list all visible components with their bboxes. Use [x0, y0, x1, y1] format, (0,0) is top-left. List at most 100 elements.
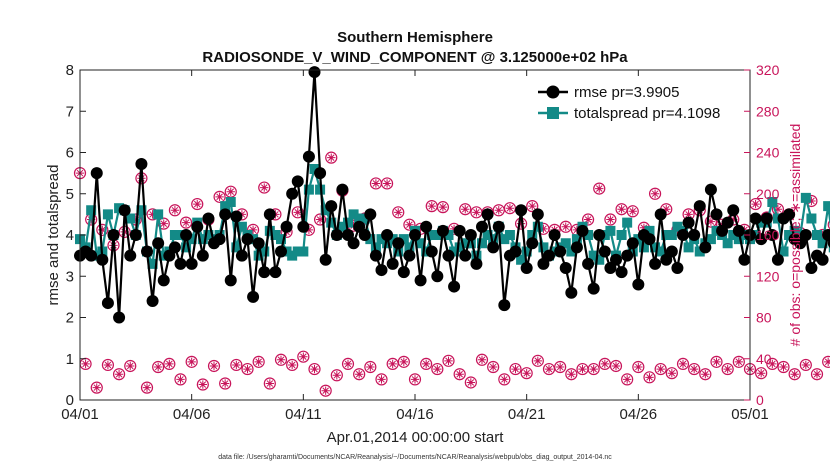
- rmse-point: [358, 229, 371, 241]
- obs-assimilated-point: [751, 199, 760, 209]
- obs-possible-point: [325, 151, 338, 164]
- rmse-point: [593, 229, 606, 241]
- rmse-point: [755, 233, 768, 246]
- legend-rmse-marker: [546, 85, 560, 99]
- obs-possible-point: [397, 355, 410, 368]
- totalspread-point: [471, 250, 482, 261]
- obs-assimilated-point: [528, 201, 537, 211]
- obs-possible-point: [464, 376, 477, 389]
- obs-possible-point: [710, 355, 723, 368]
- rmse-point: [347, 237, 360, 250]
- totalspread-point: [655, 246, 666, 257]
- rmse-point: [565, 286, 578, 299]
- legend-rmse-label: rmse pr=3.9905: [574, 84, 679, 101]
- rmse-point: [375, 264, 388, 277]
- obs-possible-point: [459, 203, 472, 216]
- obs-possible-point: [230, 358, 243, 372]
- y-right-tick-label: 0: [756, 392, 764, 408]
- obs-assimilated-point: [488, 362, 498, 372]
- totalspread-point: [650, 242, 661, 253]
- obs-assimilated-point: [153, 362, 163, 372]
- rmse-point: [693, 200, 706, 213]
- totalspread-point: [823, 201, 830, 212]
- y-tick-label: 2: [66, 310, 74, 327]
- rmse-point: [610, 253, 622, 266]
- obs-assimilated-point: [494, 206, 503, 215]
- obs-possible-point: [330, 369, 343, 382]
- obs-assimilated-point: [617, 205, 626, 214]
- totalspread-point: [303, 184, 314, 195]
- obs-assimilated-point: [539, 224, 548, 234]
- rmse-point: [727, 204, 740, 217]
- rmse-point: [554, 245, 567, 258]
- totalspread-point: [337, 221, 348, 232]
- x-tick-label: 04/01: [61, 406, 99, 423]
- obs-assimilated-point: [595, 184, 604, 193]
- totalspread-point: [320, 205, 331, 216]
- totalspread-point: [365, 234, 376, 245]
- totalspread-point: [449, 246, 460, 257]
- obs-possible-point: [420, 357, 433, 371]
- obs-assimilated-point: [126, 361, 135, 371]
- totalspread-point: [733, 234, 744, 245]
- obs-assimilated-point: [622, 375, 632, 384]
- obs-possible-point: [766, 357, 779, 371]
- rmse-point: [297, 220, 310, 233]
- obs-assimilated-point: [522, 368, 531, 378]
- obs-assimilated-point: [561, 222, 570, 231]
- obs-possible-point: [90, 381, 103, 394]
- totalspread-point: [672, 221, 683, 232]
- totalspread-point: [638, 242, 649, 253]
- obs-assimilated-point: [461, 205, 470, 214]
- rmse-point: [252, 237, 265, 250]
- obs-assimilated-point: [807, 196, 816, 206]
- obs-possible-point: [163, 357, 176, 371]
- totalspread-point: [594, 254, 605, 265]
- obs-possible-point: [688, 362, 701, 376]
- rmse-point: [219, 208, 232, 221]
- obs-possible-point: [526, 200, 539, 213]
- obs-possible-point: [213, 190, 226, 203]
- obs-assimilated-point: [103, 360, 113, 370]
- obs-possible-point: [581, 213, 595, 226]
- obs-assimilated-point: [600, 359, 610, 369]
- totalspread-point: [605, 225, 616, 236]
- x-axis-label: Apr.01,2014 00:00:00 start: [327, 429, 505, 446]
- totalspread-point: [309, 164, 320, 174]
- obs-possible-point: [431, 362, 444, 376]
- totalspread-point: [465, 238, 476, 249]
- obs-possible-point: [604, 213, 617, 226]
- rmse-point: [213, 233, 226, 246]
- rmse-point: [414, 274, 427, 287]
- rmse-point: [732, 224, 745, 237]
- y-tick-label: 1: [66, 351, 74, 368]
- rmse-point: [587, 282, 600, 295]
- rmse-point: [392, 237, 405, 250]
- y-right-tick-label: 240: [756, 145, 780, 161]
- y-right-tick-label: 80: [756, 310, 772, 326]
- rmse-point: [487, 241, 500, 254]
- totalspread-point: [102, 209, 113, 220]
- obs-assimilated-point: [756, 368, 766, 378]
- obs-possible-point: [475, 353, 489, 366]
- obs-assimilated-point: [533, 356, 543, 366]
- rmse-point: [141, 245, 153, 258]
- totalspread-point: [499, 234, 510, 245]
- y-tick-label: 8: [66, 62, 74, 79]
- obs-assimilated-point: [310, 364, 319, 374]
- obs-assimilated-point: [466, 378, 476, 387]
- rmse-point: [403, 249, 416, 262]
- rmse-point: [615, 266, 628, 279]
- obs-possible-point: [565, 368, 578, 381]
- obs-possible-point: [263, 377, 276, 390]
- obs-assimilated-point: [170, 206, 180, 215]
- rmse-point: [476, 220, 488, 233]
- obs-assimilated-point: [706, 217, 716, 226]
- obs-possible-point: [286, 358, 299, 372]
- totalspread-point: [86, 205, 97, 216]
- y-right-tick-label: 160: [756, 227, 780, 243]
- totalspread-point: [287, 250, 298, 261]
- obs-assimilated-point: [304, 225, 314, 235]
- totalspread-point: [359, 213, 370, 224]
- obs-assimilated-point: [181, 218, 191, 227]
